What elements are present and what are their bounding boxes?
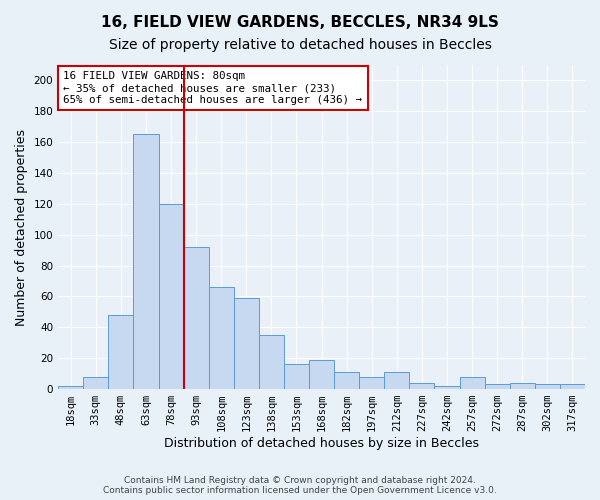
Bar bbox=[58, 386, 83, 389]
Bar bbox=[510, 383, 535, 389]
Text: Contains HM Land Registry data © Crown copyright and database right 2024.
Contai: Contains HM Land Registry data © Crown c… bbox=[103, 476, 497, 495]
Bar bbox=[434, 386, 460, 389]
Bar bbox=[385, 372, 409, 389]
Bar bbox=[485, 384, 510, 389]
Bar bbox=[535, 384, 560, 389]
Bar bbox=[109, 315, 133, 389]
X-axis label: Distribution of detached houses by size in Beccles: Distribution of detached houses by size … bbox=[164, 437, 479, 450]
Bar bbox=[209, 287, 234, 389]
Bar bbox=[259, 335, 284, 389]
Bar bbox=[284, 364, 309, 389]
Bar bbox=[234, 298, 259, 389]
Bar bbox=[460, 376, 485, 389]
Y-axis label: Number of detached properties: Number of detached properties bbox=[15, 128, 28, 326]
Bar bbox=[83, 376, 109, 389]
Text: Size of property relative to detached houses in Beccles: Size of property relative to detached ho… bbox=[109, 38, 491, 52]
Text: 16 FIELD VIEW GARDENS: 80sqm
← 35% of detached houses are smaller (233)
65% of s: 16 FIELD VIEW GARDENS: 80sqm ← 35% of de… bbox=[64, 72, 362, 104]
Bar bbox=[359, 376, 385, 389]
Text: 16, FIELD VIEW GARDENS, BECCLES, NR34 9LS: 16, FIELD VIEW GARDENS, BECCLES, NR34 9L… bbox=[101, 15, 499, 30]
Bar bbox=[409, 383, 434, 389]
Bar bbox=[158, 204, 184, 389]
Bar bbox=[309, 360, 334, 389]
Bar bbox=[133, 134, 158, 389]
Bar bbox=[560, 384, 585, 389]
Bar bbox=[184, 247, 209, 389]
Bar bbox=[334, 372, 359, 389]
